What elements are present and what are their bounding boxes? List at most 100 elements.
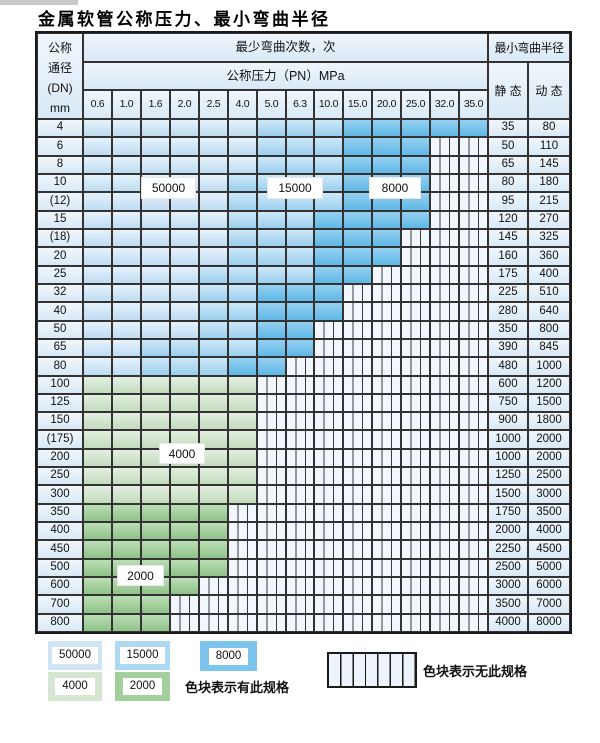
- cycle-cell-2000: [199, 559, 228, 577]
- no-spec-cell: [459, 522, 488, 540]
- no-spec-cell: [430, 321, 459, 339]
- no-spec-cell: [257, 485, 286, 504]
- cycle-cell-15000: [199, 357, 228, 376]
- row-label-dn-150: 150: [37, 412, 83, 430]
- static-radius-value: 1250: [488, 467, 528, 485]
- no-spec-cell: [459, 467, 488, 485]
- cycle-cell-8000: [343, 247, 372, 266]
- no-spec-cell: [257, 595, 286, 614]
- cycle-cell-50000: [83, 174, 112, 192]
- cycle-cell-50000: [112, 137, 141, 156]
- dynamic-radius-value: 215: [528, 192, 570, 211]
- cycle-cell-4000: [141, 376, 170, 394]
- no-spec-cell: [314, 430, 343, 449]
- static-radius-value: 2000: [488, 522, 528, 540]
- cycle-cell-4000: [112, 467, 141, 485]
- cycle-cell-4000: [170, 376, 199, 394]
- dynamic-radius-value: 180: [528, 174, 570, 192]
- row-label-dn-40: 40: [37, 302, 83, 321]
- cycle-cell-50000: [199, 119, 228, 137]
- dn-header-line4: mm: [50, 101, 70, 115]
- cycle-cell-8000: [314, 247, 343, 266]
- cycle-cell-50000: [170, 211, 199, 229]
- row-label-dn-125: 125: [37, 394, 83, 412]
- cycle-cell-8000: [314, 229, 343, 247]
- dynamic-radius-value: 110: [528, 137, 570, 156]
- cycle-cell-15000: [228, 284, 257, 302]
- cycle-cell-50000: [83, 137, 112, 156]
- dynamic-radius-value: 510: [528, 284, 570, 302]
- no-spec-cell: [459, 504, 488, 522]
- legend-swatch-50000: 50000: [48, 641, 102, 670]
- row-label-dn-600: 600: [37, 577, 83, 595]
- cycle-cell-8000: [459, 119, 488, 137]
- row-label-dn-4: 4: [37, 119, 83, 137]
- cycle-cell-8000: [257, 321, 286, 339]
- cycle-cell-4000: [83, 412, 112, 430]
- cycle-cell-50000: [112, 302, 141, 321]
- cycle-cell-50000: [112, 321, 141, 339]
- cycle-cell-8000: [343, 192, 372, 211]
- cycle-cell-8000: [343, 266, 372, 284]
- cycle-cell-50000: [170, 156, 199, 174]
- dynamic-radius-value: 2000: [528, 449, 570, 467]
- cycle-cell-50000: [141, 156, 170, 174]
- cycle-cell-50000: [83, 321, 112, 339]
- cycle-cell-15000: [286, 247, 314, 266]
- cycle-cell-4000: [112, 485, 141, 504]
- cycle-cell-4000: [170, 394, 199, 412]
- cycle-cell-50000: [83, 192, 112, 211]
- cycle-cell-50000: [199, 137, 228, 156]
- dynamic-radius-value: 640: [528, 302, 570, 321]
- no-spec-cell: [286, 485, 314, 504]
- dynamic-radius-value: 4500: [528, 540, 570, 559]
- no-spec-cell: [343, 540, 372, 559]
- dynamic-radius-value: 400: [528, 266, 570, 284]
- no-spec-cell: [459, 156, 488, 174]
- cycle-cell-8000: [257, 357, 286, 376]
- legend-absent-label: 色块表示无此规格: [423, 664, 528, 679]
- no-spec-cell: [343, 394, 372, 412]
- no-spec-cell: [314, 522, 343, 540]
- dynamic-radius-value: 8000: [528, 614, 570, 632]
- row-label-dn-100: 100: [37, 376, 83, 394]
- no-spec-cell: [459, 229, 488, 247]
- cycle-cell-8000: [343, 156, 372, 174]
- cycle-cell-50000: [141, 266, 170, 284]
- legend-swatch-value: 50000: [52, 647, 98, 664]
- cycle-cell-8000: [286, 321, 314, 339]
- no-spec-cell: [459, 302, 488, 321]
- static-radius-value: 390: [488, 339, 528, 357]
- cycle-cell-2000: [112, 540, 141, 559]
- no-spec-cell: [314, 357, 343, 376]
- cycle-cell-50000: [170, 119, 199, 137]
- page-title: 金属软管公称压力、最小弯曲半径: [38, 10, 331, 30]
- dynamic-radius-value: 845: [528, 339, 570, 357]
- no-spec-cell: [372, 559, 401, 577]
- cycle-cell-50000: [112, 247, 141, 266]
- row-label-dn-25: 25: [37, 266, 83, 284]
- cycle-cell-2000: [199, 504, 228, 522]
- no-spec-cell: [430, 394, 459, 412]
- no-spec-cell: [343, 595, 372, 614]
- no-spec-cell: [372, 577, 401, 595]
- dn-header-line2: 通径: [47, 61, 72, 75]
- cycle-cell-4000: [199, 412, 228, 430]
- cycle-cell-50000: [83, 357, 112, 376]
- no-spec-cell: [372, 284, 401, 302]
- no-spec-cell: [199, 614, 228, 632]
- cycle-cell-4000: [199, 394, 228, 412]
- cycle-cell-15000: [228, 174, 257, 192]
- row-label-dn-80: 80: [37, 357, 83, 376]
- no-spec-cell: [459, 321, 488, 339]
- no-spec-cell: [372, 485, 401, 504]
- cycle-cell-2000: [141, 614, 170, 632]
- cycle-cell-8000: [314, 284, 343, 302]
- cycle-cell-4000: [83, 376, 112, 394]
- no-spec-cell: [459, 284, 488, 302]
- static-radius-value: 280: [488, 302, 528, 321]
- no-spec-cell: [343, 467, 372, 485]
- no-spec-cell: [257, 614, 286, 632]
- cycle-cell-8000: [286, 284, 314, 302]
- no-spec-cell: [430, 357, 459, 376]
